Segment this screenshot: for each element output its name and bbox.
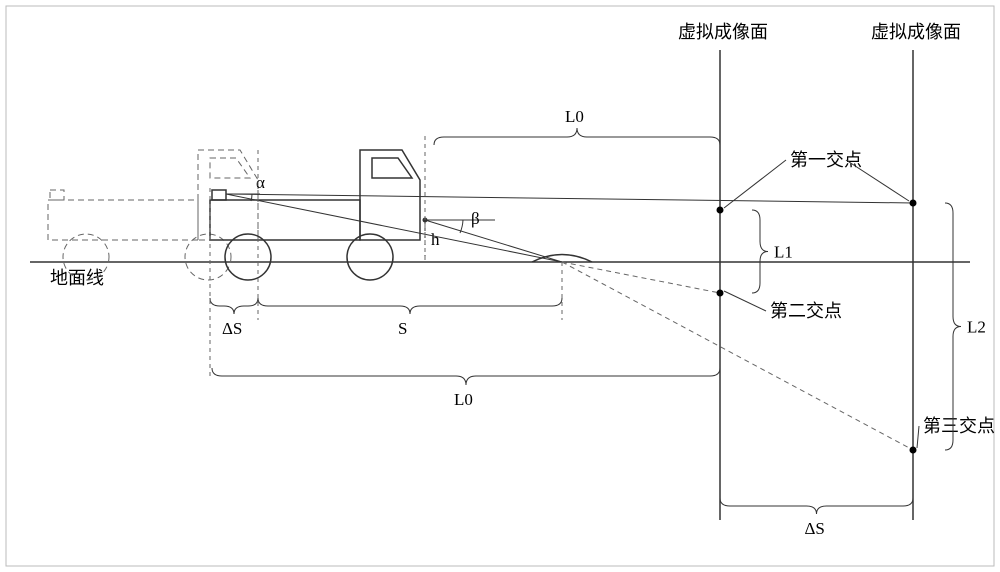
- p1b-dot: [910, 200, 917, 207]
- p2-label: 第二交点: [770, 301, 842, 321]
- brace-L0-bottom-label: L0: [454, 390, 473, 409]
- alpha-label: α: [256, 173, 265, 192]
- p3-dot: [910, 447, 917, 454]
- p1-label: 第一交点: [790, 150, 862, 170]
- image-plane-label-2: 虚拟成像面: [871, 22, 961, 42]
- brace-dS-left-label: ΔS: [222, 319, 242, 338]
- brace-L0-top-label: L0: [565, 107, 584, 126]
- image-plane-label-1: 虚拟成像面: [678, 22, 768, 42]
- p2-dot: [717, 290, 724, 297]
- brace-S-label: S: [398, 319, 407, 338]
- p3-label: 第三交点: [923, 416, 995, 436]
- brace-L1-label: L1: [774, 243, 793, 262]
- brace-dS-right-label: ΔS: [805, 519, 825, 538]
- canvas-bg: [0, 0, 1000, 572]
- brace-L2-label: L2: [967, 318, 986, 337]
- p1-dot: [717, 207, 724, 214]
- h-label: h: [431, 230, 440, 249]
- beta-label: β: [471, 209, 480, 228]
